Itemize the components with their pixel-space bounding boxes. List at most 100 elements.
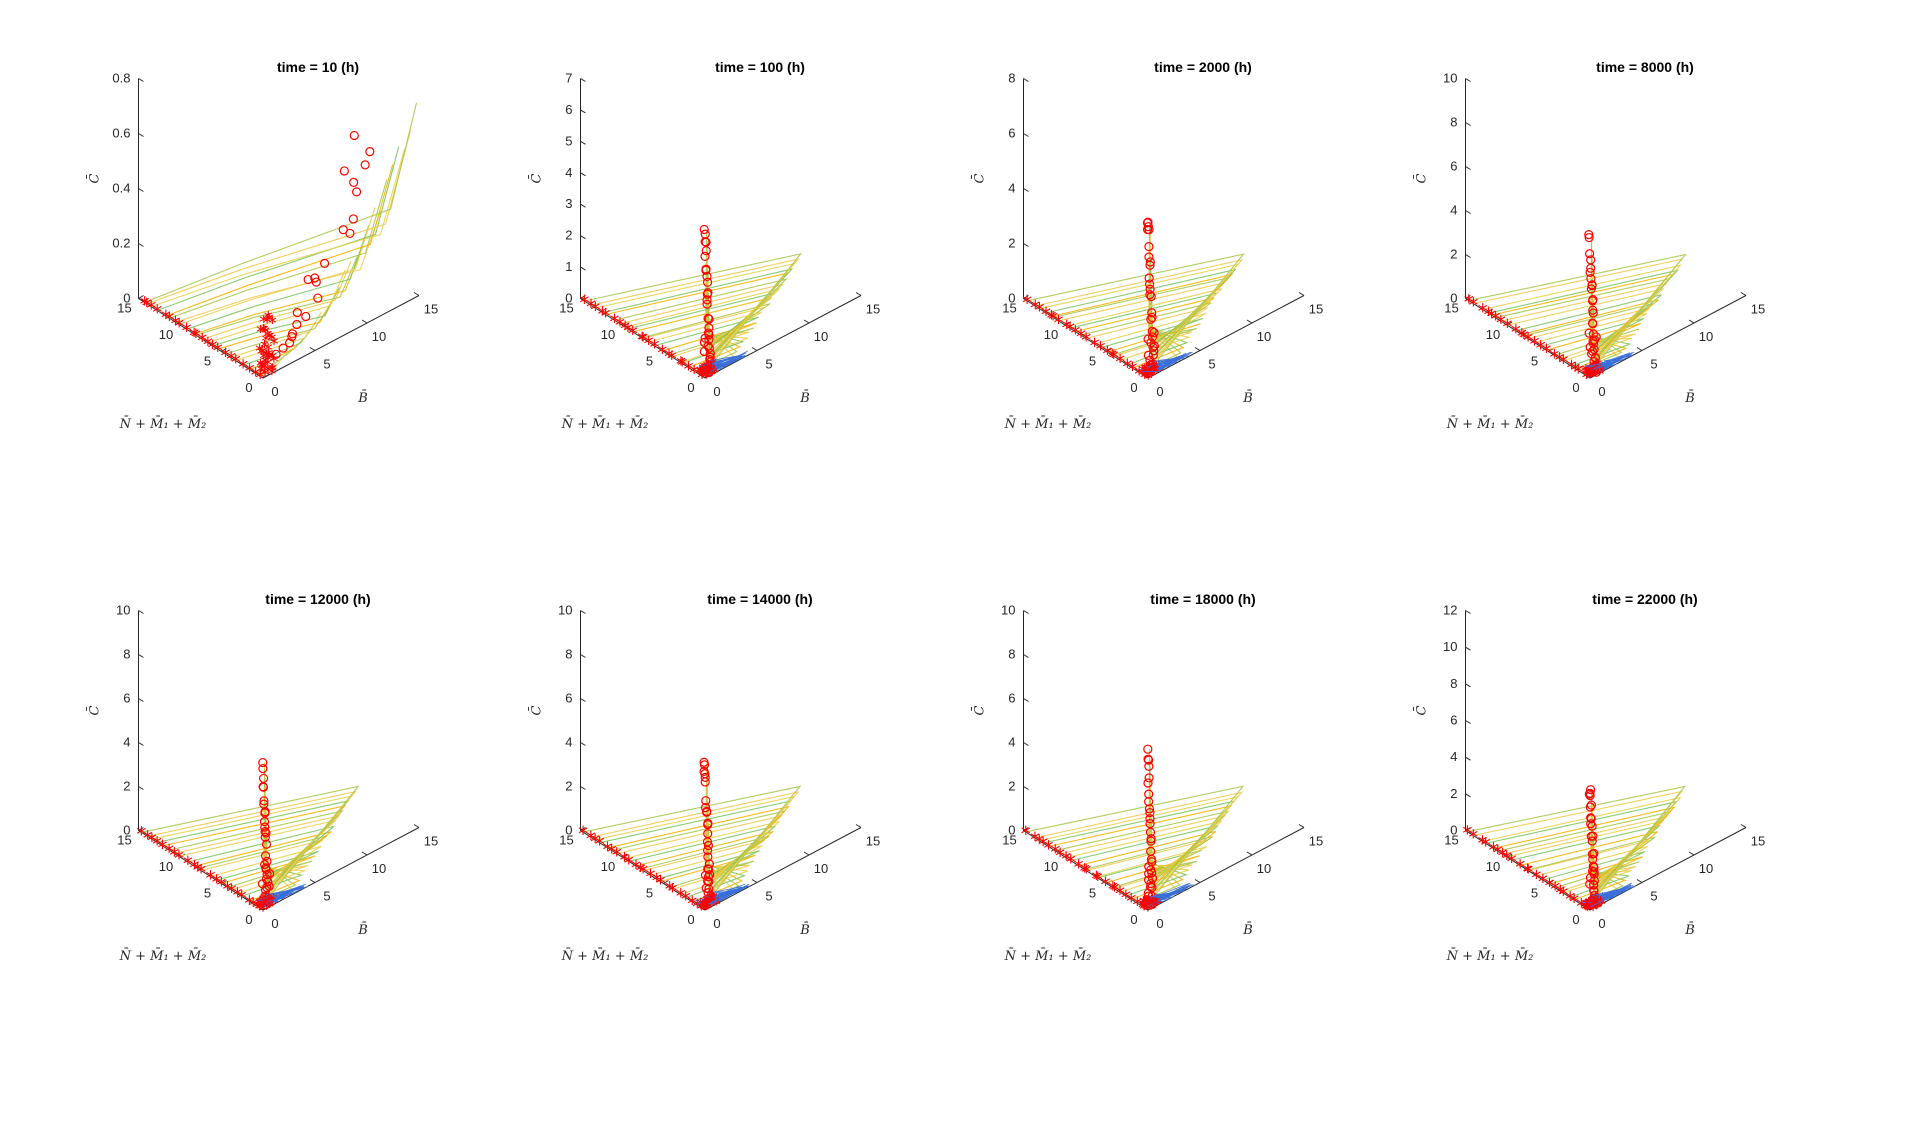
circle-marker xyxy=(292,319,302,330)
star-marker: * xyxy=(1044,836,1054,860)
y-tick-label: 5 xyxy=(323,357,330,372)
x-tick-label: 15 xyxy=(1002,833,1016,848)
cluster-marker: * xyxy=(265,895,274,916)
cluster-marker: * xyxy=(1592,892,1601,913)
star-marker: * xyxy=(628,322,638,346)
cluster-marker: * xyxy=(702,366,711,387)
star-marker: * xyxy=(1115,882,1125,906)
z-tick-label: 0 xyxy=(1008,823,1015,838)
cluster-marker: * xyxy=(702,367,711,388)
x-tick-mark xyxy=(1548,880,1554,884)
x-axis-label: N̄ + M̄₁ + M̄₂ xyxy=(1446,416,1534,432)
cluster-marker: * xyxy=(696,363,705,384)
circle-marker xyxy=(704,314,714,324)
cluster-marker: * xyxy=(1595,364,1604,385)
star-marker: * xyxy=(644,332,654,356)
z-tick-mark xyxy=(1023,654,1029,658)
cluster-marker: * xyxy=(1141,896,1150,917)
z-tick-mark xyxy=(1465,793,1471,798)
cluster-marker: * xyxy=(263,355,272,376)
base-line xyxy=(712,886,742,893)
z-tick-mark xyxy=(1023,133,1029,137)
star-marker: * xyxy=(624,851,634,875)
star-marker: * xyxy=(1545,874,1555,898)
star-marker: * xyxy=(152,832,162,856)
y-tick-label: 5 xyxy=(1650,357,1657,372)
x-tick-label: 15 xyxy=(117,833,131,848)
star-marker: * xyxy=(158,836,168,860)
star-marker: * xyxy=(1096,338,1106,362)
z-tick-mark xyxy=(1465,646,1471,651)
z-tick-mark xyxy=(1023,610,1029,614)
series-line xyxy=(599,800,793,894)
z-axis-label: C̄ xyxy=(528,705,544,715)
circle-marker xyxy=(260,859,270,870)
subplot-8: time = 22000 (h)024681012051015051015C̄N… xyxy=(1413,591,1765,964)
cluster-marker: * xyxy=(1581,361,1590,382)
cluster-marker: * xyxy=(260,322,269,343)
cluster-marker: * xyxy=(1149,894,1158,915)
cluster-marker: * xyxy=(698,360,707,381)
star-marker: * xyxy=(1536,336,1546,360)
star-marker: * xyxy=(590,298,600,322)
cluster-marker: * xyxy=(1150,897,1159,918)
circle-marker xyxy=(703,864,713,874)
cluster-marker: * xyxy=(1142,897,1151,918)
circle-marker xyxy=(1145,260,1155,270)
star-marker: * xyxy=(174,314,184,338)
z-tick-mark xyxy=(1465,78,1471,82)
star-marker: * xyxy=(689,361,699,385)
circle-marker xyxy=(1584,230,1594,240)
z-tick-label: 4 xyxy=(1008,181,1015,196)
base-cluster: **************************************** xyxy=(255,308,278,386)
star-marker: * xyxy=(193,858,203,882)
z-tick-label: 0.6 xyxy=(112,126,130,141)
circle-marker xyxy=(1585,342,1595,352)
cluster-marker: * xyxy=(1584,894,1593,915)
cluster-marker: * xyxy=(259,896,268,917)
star-marker: * xyxy=(1022,291,1032,315)
z-tick-mark xyxy=(580,610,586,614)
cluster-marker: * xyxy=(265,328,274,349)
x-tick-label: 5 xyxy=(1531,354,1538,369)
cluster-marker: * xyxy=(1145,358,1154,379)
star-marker: * xyxy=(578,822,588,846)
star-marker: * xyxy=(1091,867,1101,891)
z-tick-label: 6 xyxy=(1450,159,1457,174)
z-tick-label: 7 xyxy=(565,71,572,86)
y-tick-label: 15 xyxy=(1751,302,1765,317)
z-tick-label: 4 xyxy=(565,165,572,180)
cluster-marker: * xyxy=(1152,362,1161,383)
star-marker: * xyxy=(696,898,706,922)
star-marker: * xyxy=(143,826,153,850)
star-marker: * xyxy=(170,312,180,336)
y-tick-label: 15 xyxy=(424,302,438,317)
z-tick-label: 4 xyxy=(1450,203,1457,218)
circle-marker xyxy=(261,874,272,884)
x-tick-label: 0 xyxy=(687,380,694,395)
cluster-marker: * xyxy=(1593,897,1602,918)
cluster-marker: * xyxy=(1593,897,1602,918)
cluster-marker: * xyxy=(1581,897,1590,918)
cluster-marker: * xyxy=(1149,359,1158,380)
star-marker: * xyxy=(610,310,620,334)
cluster-marker: * xyxy=(707,890,716,911)
y-tick-mark xyxy=(855,824,862,828)
cluster-marker: * xyxy=(259,349,268,370)
z-tick-label: 4 xyxy=(565,735,572,750)
series-line xyxy=(217,298,334,350)
circle-marker xyxy=(703,845,713,855)
y-tick-label: 15 xyxy=(1751,834,1765,849)
y-tick-mark xyxy=(751,347,758,351)
series-lines xyxy=(584,229,803,377)
cluster-marker: * xyxy=(1587,899,1596,920)
x-axis-line xyxy=(1023,298,1149,379)
star-marker: * xyxy=(227,880,237,904)
cluster-marker: * xyxy=(711,893,720,914)
x-axis-label: N̄ + M̄₁ + M̄₂ xyxy=(1004,416,1092,432)
cluster-marker: * xyxy=(1584,896,1593,917)
circle-marker xyxy=(360,160,370,170)
y-tick-mark xyxy=(1740,824,1747,828)
star-marker: * xyxy=(1053,311,1063,335)
